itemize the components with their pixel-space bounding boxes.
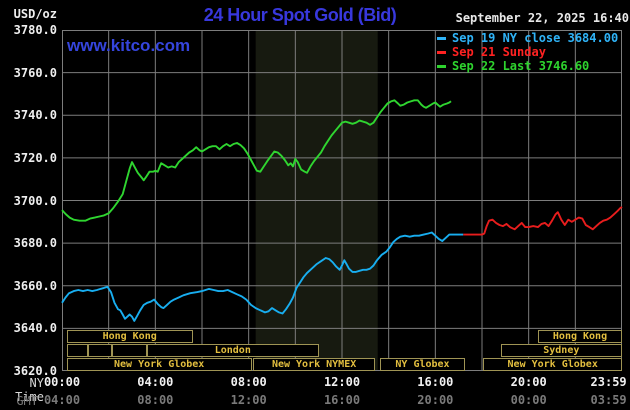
x-tick-label-ny: 04:00: [137, 375, 174, 389]
x-tick-label-ny: 00:00: [43, 375, 81, 389]
session-box: [111, 344, 147, 357]
y-axis-units-label: USD/oz: [13, 7, 57, 21]
session-box-new-york-nymex: New York NYMEX: [253, 358, 376, 371]
session-box: [66, 344, 89, 357]
legend: Sep 19 NY close 3684.00 Sep 21 Sunday Sep …: [437, 31, 618, 73]
session-box-sydney: Sydney: [500, 344, 622, 357]
x-tick-label-gmt: 03:59: [590, 393, 627, 407]
x-tick-label-gmt: 08:00: [137, 393, 174, 407]
session-box-new-york-globex: New York Globex: [483, 358, 622, 371]
legend-dash-icon: [437, 51, 446, 54]
x-tick-label-ny: 23:59: [590, 375, 627, 389]
legend-label: Sep 19 NY close 3684.00: [452, 31, 619, 45]
x-tick-label-gmt: 12:00: [230, 393, 267, 407]
x-tick-label-ny: 16:00: [417, 375, 454, 389]
x-tick-label-ny: 08:00: [230, 375, 267, 389]
x-tick-label-gmt: 04:00: [43, 393, 81, 407]
chart-title: 24 Hour Spot Gold (Bid): [203, 5, 397, 25]
legend-item: Sep 21 Sunday: [437, 45, 618, 59]
x-tick-label-gmt: 20:00: [417, 393, 454, 407]
session-box-new-york-globex: New York Globex: [66, 358, 252, 371]
kitco-watermark-link[interactable]: www.kitco.com: [67, 36, 191, 55]
legend-item: Sep 19 NY close 3684.00: [437, 31, 618, 45]
session-box-hong-kong: Hong Kong: [538, 330, 622, 343]
legend-label: Sep 22 Last 3746.60: [452, 59, 590, 73]
session-box-hong-kong: Hong Kong: [66, 330, 193, 343]
legend-dash-icon: [437, 37, 446, 40]
session-box-london: London: [146, 344, 319, 357]
y-tick-label: 3760.0: [13, 65, 57, 80]
series-line-sep22: [61, 99, 452, 222]
y-tick-label: 3740.0: [13, 108, 57, 123]
y-tick-label: 3720.0: [13, 150, 57, 165]
session-box: [88, 344, 112, 357]
x-tick-label-ny: 20:00: [510, 375, 547, 389]
timestamp: September 22, 2025 16:40: [455, 11, 629, 25]
y-tick-label: 3620.0: [13, 364, 57, 378]
y-tick-label: 3680.0: [13, 236, 57, 251]
legend-item: Sep 22 Last 3746.60: [437, 59, 618, 73]
legend-label: Sep 21 Sunday: [452, 45, 546, 59]
gmt-axis-label: GMT: [16, 394, 38, 408]
y-tick-label: 3660.0: [13, 278, 57, 293]
session-box-ny-globex: NY Globex: [380, 358, 465, 371]
y-tick-label: 3780.0: [13, 23, 57, 37]
series-line-sep21: [463, 206, 623, 236]
y-tick-label: 3700.0: [13, 193, 57, 208]
legend-dash-icon: [437, 65, 446, 68]
x-tick-label-gmt: 16:00: [323, 393, 361, 407]
x-tick-label-ny: 12:00: [323, 375, 361, 389]
y-tick-label: 3640.0: [13, 321, 57, 336]
ny-time-axis-label: NY Time: [15, 376, 44, 404]
x-tick-label-gmt: 00:00: [510, 393, 547, 407]
series-line-sep19: [61, 231, 464, 322]
